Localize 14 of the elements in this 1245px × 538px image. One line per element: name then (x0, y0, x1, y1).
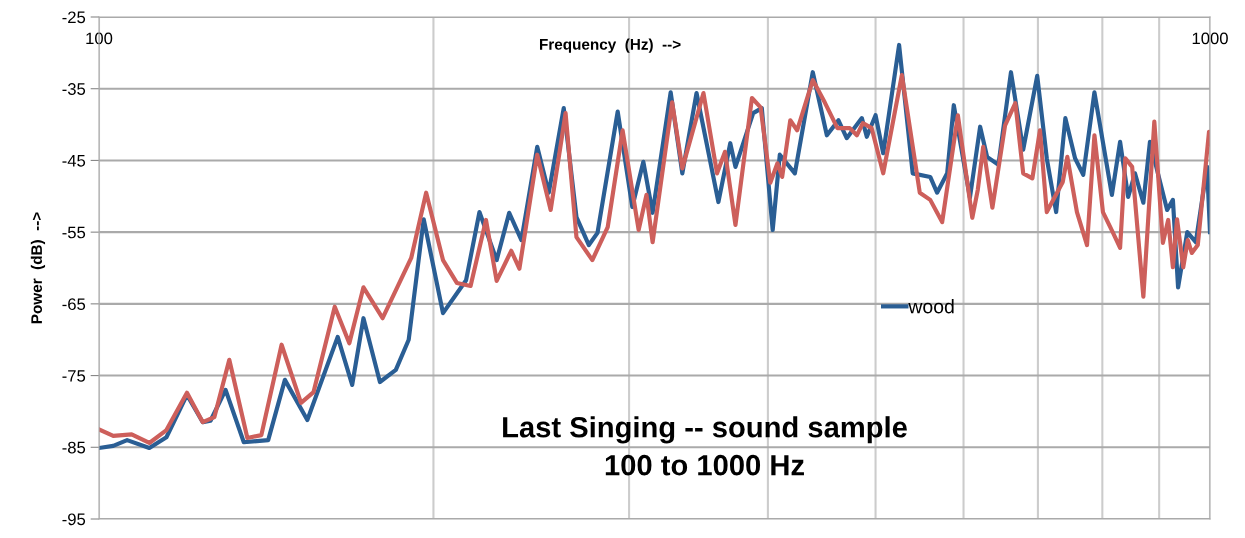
legend-label: wood (908, 299, 954, 314)
text: Last Singing -- sound sample 100 to 1000 Hz (503, 416, 907, 476)
y-tick-label: -45 (62, 155, 86, 167)
y-tick-label: -25 (62, 11, 86, 24)
y-axis-title: Power (dB) --> (30, 212, 46, 324)
x-tick-label: 1000 (1192, 32, 1228, 45)
y-tick-label: -55 (62, 226, 86, 239)
y-tick-label: -95 (62, 513, 86, 526)
y-tick-label: -65 (62, 298, 86, 311)
y-tick-label: -35 (62, 83, 86, 95)
x-tick-label: 100 (86, 32, 113, 45)
y-tick-label: -75 (62, 370, 86, 382)
x-axis-title: Frequency (Hz) --> (539, 38, 681, 53)
y-tick-label: -85 (62, 441, 86, 454)
